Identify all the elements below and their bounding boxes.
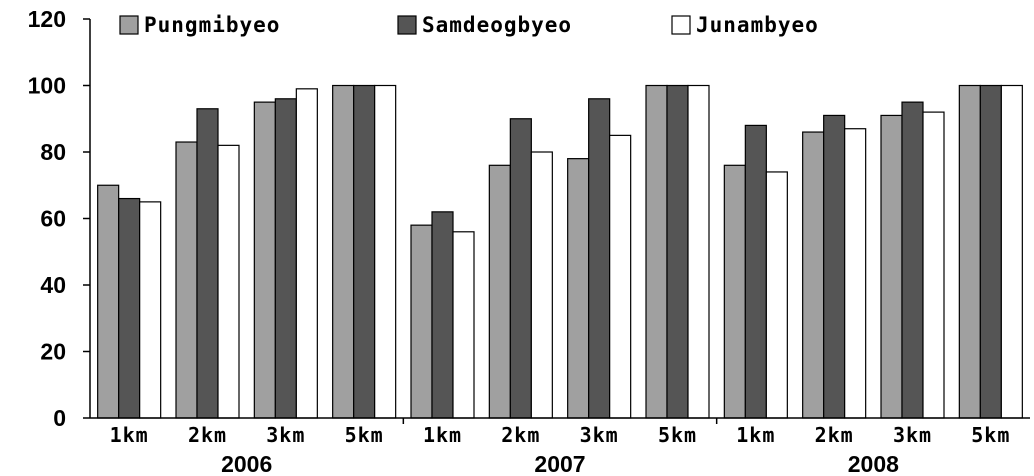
bar-junambyeo-2008-3km: [922, 111, 945, 419]
bar-junambyeo-2007-5km: [687, 84, 710, 419]
x-category-label: 5km: [971, 423, 1010, 447]
x-category-label: 2km: [501, 423, 540, 447]
x-category-label: 2km: [188, 423, 227, 447]
x-group-label: 2008: [848, 451, 899, 476]
bar-samdeogbyeo-2006-2km: [196, 108, 219, 419]
bar-pungmibyeo-2007-2km: [488, 164, 511, 419]
y-tick-label: 0: [53, 405, 66, 431]
bar-pungmibyeo-2008-2km: [802, 131, 825, 419]
x-category-label: 1km: [736, 423, 775, 447]
bar-junambyeo-2008-1km: [765, 171, 788, 419]
legend-label-pungmibyeo: Pungmibyeo: [144, 13, 280, 37]
x-category-label: 3km: [266, 423, 305, 447]
x-group-label: 2006: [221, 451, 272, 476]
bar-samdeogbyeo-2006-1km: [118, 197, 141, 419]
legend-swatch-junambyeo: [671, 15, 691, 35]
bar-pungmibyeo-2006-5km: [332, 84, 355, 419]
bar-samdeogbyeo-2006-3km: [274, 98, 297, 419]
bar-pungmibyeo-2007-3km: [567, 158, 590, 419]
bar-junambyeo-2008-5km: [1000, 84, 1023, 419]
bar-junambyeo-2006-3km: [295, 88, 318, 419]
bar-samdeogbyeo-2007-3km: [588, 98, 611, 419]
legend: Pungmibyeo Samdeogbyeo Junambyeo: [119, 13, 819, 37]
bar-junambyeo-2006-5km: [374, 84, 397, 419]
bar-junambyeo-2007-1km: [452, 231, 475, 419]
legend-label-samdeogbyeo: Samdeogbyeo: [422, 13, 572, 37]
bar-junambyeo-2007-3km: [609, 134, 632, 419]
bar-pungmibyeo-2006-1km: [97, 184, 120, 419]
x-category-label: 1km: [423, 423, 462, 447]
y-tick-label: 20: [40, 339, 66, 365]
bar-pungmibyeo-2008-5km: [958, 84, 981, 419]
bar-pungmibyeo-2007-1km: [410, 224, 433, 419]
bar-pungmibyeo-2007-5km: [645, 84, 668, 419]
bar-junambyeo-2008-2km: [844, 128, 867, 419]
x-axis-labels: 1km 2km 3km 5km 1km 2km 3km 5km 1km 2km 3km 5km 2006…: [110, 423, 1010, 476]
bar-samdeogbyeo-2008-5km: [979, 84, 1002, 419]
y-tick-label: 120: [28, 6, 66, 32]
legend-swatch-pungmibyeo: [119, 15, 139, 35]
bar-junambyeo-2007-2km: [530, 151, 553, 419]
x-category-label: 3km: [893, 423, 932, 447]
y-tick-label: 100: [28, 73, 66, 99]
bar-samdeogbyeo-2008-2km: [823, 114, 846, 419]
x-category-label: 5km: [345, 423, 384, 447]
bar-pungmibyeo-2006-3km: [253, 101, 276, 419]
x-category-label: 3km: [580, 423, 619, 447]
legend-swatch-samdeogbyeo: [397, 15, 417, 35]
y-tick-label: 80: [40, 139, 66, 165]
bar-pungmibyeo-2006-2km: [175, 141, 198, 419]
bar-samdeogbyeo-2008-3km: [901, 101, 924, 419]
y-tick-label: 40: [40, 272, 66, 298]
bar-pungmibyeo-2008-1km: [723, 164, 746, 419]
x-group-label: 2007: [534, 451, 585, 476]
bars: [97, 84, 1023, 419]
bar-pungmibyeo-2008-3km: [880, 114, 903, 419]
bar-junambyeo-2006-1km: [139, 201, 162, 419]
x-category-label: 2km: [815, 423, 854, 447]
bar-samdeogbyeo-2007-5km: [666, 84, 689, 419]
bar-samdeogbyeo-2007-2km: [509, 118, 532, 419]
bar-samdeogbyeo-2008-1km: [744, 124, 767, 419]
bar-samdeogbyeo-2007-1km: [431, 211, 454, 419]
y-tick-label: 60: [40, 206, 66, 232]
y-axis-ticks: 0 20 40 60 80 100 120: [28, 6, 90, 431]
legend-label-junambyeo: Junambyeo: [696, 13, 819, 37]
x-category-label: 1km: [110, 423, 149, 447]
bar-junambyeo-2006-2km: [217, 144, 240, 419]
bar-samdeogbyeo-2006-5km: [353, 84, 376, 419]
axes: [89, 19, 1030, 424]
x-category-label: 5km: [658, 423, 697, 447]
